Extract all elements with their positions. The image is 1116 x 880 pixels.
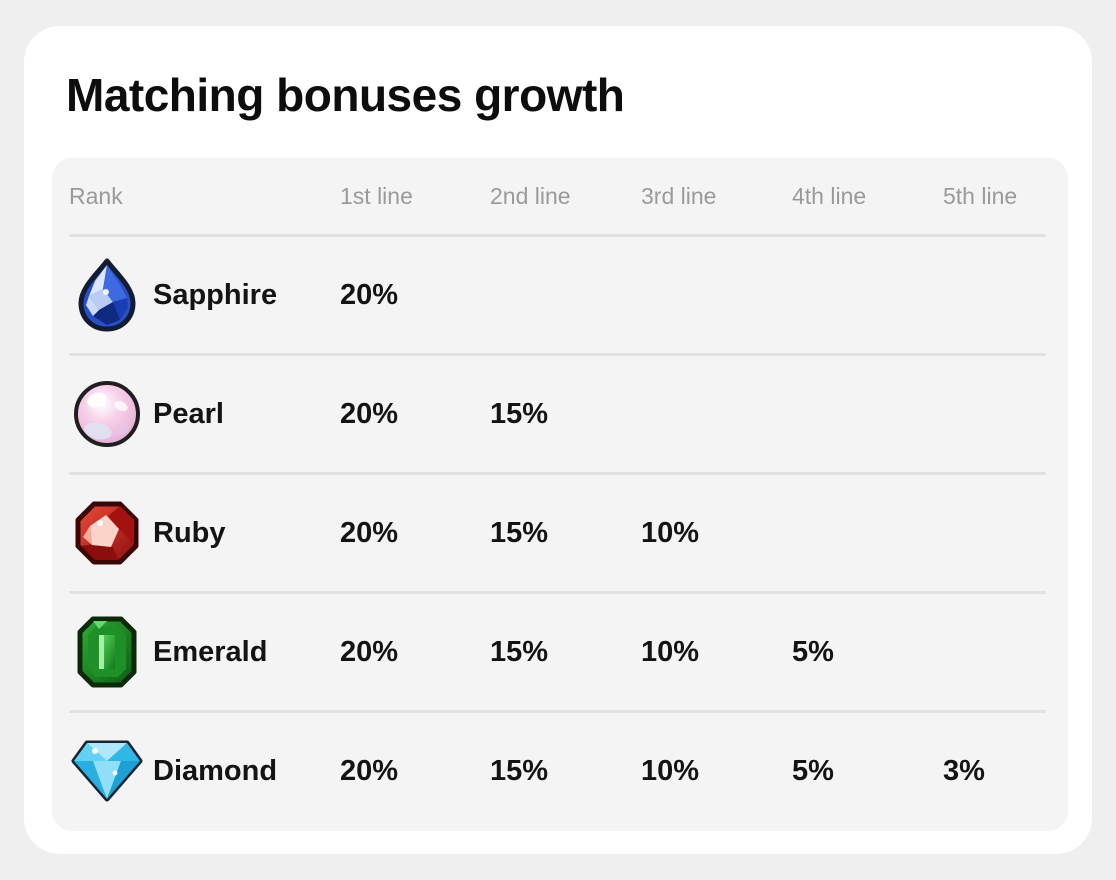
rank-cell: Pearl	[69, 375, 340, 453]
emerald-gem-icon	[69, 613, 145, 691]
row-divider	[69, 472, 1046, 475]
column-header-3rd-line: 3rd line	[641, 182, 717, 209]
bonus-value-2nd-line: 15%	[490, 754, 549, 787]
ruby-gem-icon	[69, 494, 145, 572]
bonus-value-4th-line: 5%	[792, 635, 834, 668]
rank-cell: Sapphire	[69, 256, 340, 334]
bonus-value-4th-line: 5%	[792, 754, 834, 787]
row-divider	[69, 591, 1046, 594]
table-row-sapphire: Sapphire 20%	[69, 237, 1046, 353]
bonuses-table: Rank 1st line 2nd line 3rd line 4th line…	[52, 158, 1068, 831]
rank-cell: Diamond	[69, 732, 340, 810]
table-row-ruby: Ruby 20% 15% 10%	[69, 475, 1046, 591]
rank-label: Sapphire	[153, 278, 278, 311]
bonus-value-2nd-line: 15%	[490, 516, 549, 549]
rank-label: Pearl	[153, 397, 224, 430]
sapphire-gem-icon	[69, 256, 145, 334]
bonus-value-2nd-line: 15%	[490, 397, 549, 430]
table-row-diamond: Diamond 20% 15% 10% 5% 3%	[69, 713, 1046, 829]
rank-cell: Emerald	[69, 613, 340, 691]
bonus-value-1st-line: 20%	[340, 516, 399, 549]
bonus-value-1st-line: 20%	[340, 278, 399, 311]
table-row-pearl: Pearl 20% 15%	[69, 356, 1046, 472]
rank-label: Diamond	[153, 754, 278, 787]
pearl-gem-icon	[69, 375, 145, 453]
bonus-value-3rd-line: 10%	[641, 635, 700, 668]
table-row-emerald: Emerald 20% 15% 10% 5%	[69, 594, 1046, 710]
bonus-value-1st-line: 20%	[340, 635, 399, 668]
bonus-value-1st-line: 20%	[340, 397, 399, 430]
rank-label: Ruby	[153, 516, 226, 549]
row-divider	[69, 234, 1046, 237]
page-title: Matching bonuses growth	[66, 69, 625, 121]
column-header-1st-line: 1st line	[340, 182, 413, 209]
column-header-2nd-line: 2nd line	[490, 182, 571, 209]
row-divider	[69, 710, 1046, 713]
row-divider	[69, 353, 1046, 356]
bonus-value-3rd-line: 10%	[641, 516, 700, 549]
bonus-value-1st-line: 20%	[340, 754, 399, 787]
column-header-4th-line: 4th line	[792, 182, 867, 209]
table-header-row: Rank 1st line 2nd line 3rd line 4th line…	[69, 158, 1046, 234]
rank-label: Emerald	[153, 635, 268, 668]
column-header-rank: Rank	[69, 182, 123, 209]
bonus-value-5th-line: 3%	[943, 754, 985, 787]
bonus-value-2nd-line: 15%	[490, 635, 549, 668]
bonuses-card: Matching bonuses growth Rank 1st line 2n…	[24, 26, 1092, 854]
diamond-gem-icon	[69, 732, 145, 810]
column-header-5th-line: 5th line	[943, 182, 1018, 209]
rank-cell: Ruby	[69, 494, 340, 572]
bonus-value-3rd-line: 10%	[641, 754, 700, 787]
